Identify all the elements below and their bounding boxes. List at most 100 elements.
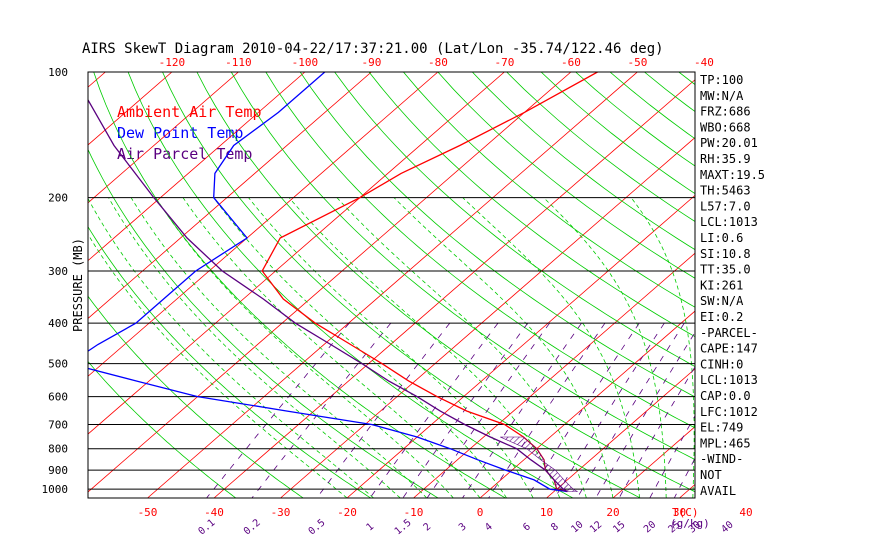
moist-adiabat-line (155, 197, 454, 498)
top-temp-tick-label: -40 (694, 56, 714, 69)
plot-frame (87, 71, 696, 499)
moist-adiabat-line (462, 197, 640, 498)
pressure-tick-label: 1000 (42, 483, 69, 496)
info-panel-item: KI:261 (700, 278, 743, 292)
mixing-ratio-line (402, 322, 529, 498)
dry-adiabat-line (299, 72, 695, 398)
isotherm-line (147, 72, 638, 498)
pressure-tick-label: 700 (48, 419, 68, 432)
top-temperature-axis: -120 -110 -100 -90 -80 -70 -60 -50 -40 (159, 56, 714, 69)
moist-adiabat-line (88, 233, 348, 498)
info-panel-item: SI:10.8 (700, 247, 751, 261)
top-temp-tick-label: -80 (428, 56, 448, 69)
info-panel-item: L57:7.0 (700, 199, 751, 213)
mixing-ratio-line (316, 322, 451, 498)
chart-title: AIRS SkewT Diagram 2010-04-22/17:37:21.0… (82, 41, 664, 57)
isotherm-line (88, 72, 239, 204)
dry-adiabat-line (196, 72, 695, 493)
info-panel-item: CINH:0 (700, 357, 743, 371)
isotherm-line (746, 72, 870, 498)
bottom-temp-tick-label: 30 (673, 506, 686, 519)
dew-point-temp-line (88, 72, 568, 493)
bottom-temp-tick-label: 0 (477, 506, 484, 519)
moist-adiabat-line (630, 197, 695, 498)
dry-adiabat-line (265, 72, 695, 429)
info-panel-item: CAPE:147 (700, 342, 758, 356)
mixing-ratio-tick-label: 8 (549, 521, 561, 533)
y-axis-label: PRESSURE (MB) (71, 238, 85, 332)
isotherm-line (88, 72, 106, 88)
air-parcel-temp-line (88, 98, 568, 493)
top-temp-tick-label: -110 (225, 56, 252, 69)
mixing-ratio-line (426, 322, 550, 498)
mixing-ratio-tick-label: 6 (521, 521, 533, 533)
moist-adiabat-line (336, 197, 587, 498)
top-temp-tick-label: -60 (561, 56, 581, 69)
info-panel-item: MAXT:19.5 (700, 168, 765, 182)
temperature-unit-label: T(C) (672, 506, 699, 519)
info-panel-item: -PARCEL- (700, 326, 758, 340)
info-panel-item: MW:N/A (700, 89, 744, 103)
info-panel-item: -WIND- (700, 452, 743, 466)
isotherm-line (0, 72, 39, 498)
dry-adiabat-line (403, 72, 695, 308)
mixing-ratio-tick-label: 0.1 (196, 517, 217, 537)
info-panel-item: LI:0.6 (700, 231, 743, 245)
mixing-ratio-tick-label: 10 (569, 519, 585, 535)
mixing-ratio-unit-label: (g/kg) (670, 517, 710, 530)
mixing-ratio-line (206, 322, 350, 498)
info-panel-item: WBO:668 (700, 120, 751, 134)
mixing-ratio-tick-label: 0.5 (307, 517, 328, 537)
dry-adiabat-line (782, 72, 870, 498)
pressure-tick-label: 200 (48, 192, 68, 205)
top-temp-tick-label: -100 (292, 56, 319, 69)
isotherm-line (546, 368, 695, 498)
mixing-ratio-tick-label: 12 (588, 519, 604, 535)
dry-adiabat-line (88, 148, 439, 498)
info-panel-item: LFC:1012 (700, 405, 758, 419)
bottom-temp-tick-label: -20 (337, 506, 357, 519)
isotherm-line (88, 72, 572, 493)
bottom-temp-tick-label: 40 (739, 506, 752, 519)
mixing-ratio-line (526, 322, 640, 498)
mixing-ratio-line (554, 322, 665, 498)
top-temp-tick-label: -90 (361, 56, 381, 69)
isotherm-line (479, 310, 695, 498)
moist-adiabat-line (130, 197, 428, 498)
info-panel-item: AVAIL (700, 484, 736, 498)
mixing-ratio-tick-label: 1 (364, 521, 376, 533)
pressure-tick-label: 300 (48, 265, 68, 278)
top-temp-tick-label: -50 (627, 56, 647, 69)
mixing-ratio-line (462, 322, 582, 498)
dry-adiabat-line (88, 225, 371, 498)
dry-adiabat-line (437, 72, 695, 279)
info-panel-item: LCL:1013 (700, 373, 758, 387)
pressure-tick-label: 100 (48, 66, 68, 79)
isotherm-line (213, 79, 695, 498)
legend-entry: Ambient Air Temp (117, 103, 262, 121)
info-panel-item: FRZ:686 (700, 105, 751, 119)
moist-adiabat-line (248, 197, 534, 498)
info-panel-item: LCL:1013 (700, 215, 758, 229)
mixing-ratio-tick-label: 0.2 (242, 517, 263, 537)
info-panel-item: TP:100 (700, 73, 743, 87)
dry-adiabat-line (334, 72, 695, 367)
info-panel-item: PW:20.01 (700, 136, 758, 150)
dry-adiabat-line (88, 360, 237, 498)
dry-adiabat-line (472, 72, 695, 251)
mixing-ratio-tick-label: 3 (457, 521, 469, 533)
mixing-ratio-line (576, 322, 685, 498)
pressure-tick-label: 400 (48, 317, 68, 330)
info-panel-item: CAP:0.0 (700, 389, 751, 403)
isotherm-line (88, 72, 372, 319)
bottom-temp-tick-label: 10 (540, 506, 553, 519)
isotherm-line (88, 72, 306, 262)
info-panel-item: EI:0.2 (700, 310, 743, 324)
mixing-ratio-line (369, 322, 499, 498)
isotherm-line (88, 72, 173, 146)
dry-adiabat-line (368, 72, 695, 338)
info-panel-item: SW:N/A (700, 294, 744, 308)
dry-adiabat-line (748, 72, 870, 498)
